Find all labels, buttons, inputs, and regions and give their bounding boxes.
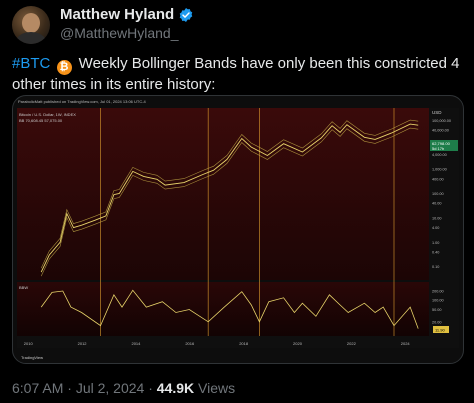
y-tick-label: 10.00: [432, 216, 442, 220]
price-tag-value: 62,798.00: [432, 141, 451, 146]
x-tick-label: 2022: [347, 341, 357, 346]
y-tick-label: 100.00: [432, 192, 444, 196]
y-tick-label: 100,000.00: [432, 119, 451, 123]
verified-badge-icon: [179, 7, 193, 22]
y-tick-label: 40.00: [432, 202, 442, 206]
bbw-tick-label: 100.00: [432, 299, 444, 303]
upper-pane-bg: [17, 108, 429, 280]
hashtag-btc[interactable]: #BTC: [12, 55, 51, 72]
author-name[interactable]: Matthew Hyland: [60, 6, 175, 23]
y-tick-label: 0.10: [432, 265, 439, 269]
bbw-value-text: 11.90: [435, 328, 445, 333]
bbw-tick-label: 50.00: [432, 308, 442, 312]
chart-header: ParabolicMatt published on TradingView.c…: [18, 99, 146, 104]
x-tick-label: 2010: [24, 341, 34, 346]
meta-separator: ·: [144, 380, 157, 396]
symbol-label: Bitcoin / U.S. Dollar, 1W, INDEX: [19, 112, 76, 117]
y-tick-label: 1,000.00: [432, 168, 447, 172]
meta-separator: ·: [63, 380, 76, 396]
x-tick-label: 2020: [293, 341, 303, 346]
x-tick-label: 2016: [185, 341, 195, 346]
author-handle[interactable]: @MatthewHyland_: [60, 25, 179, 41]
tweet-media-chart[interactable]: ParabolicMatt published on TradingView.c…: [12, 95, 464, 364]
views-label: Views: [194, 380, 236, 396]
price-tag-countdown: 5d 17h: [432, 146, 444, 151]
avatar-shirt: [16, 32, 46, 44]
bollinger-upper-band: [40, 119, 419, 269]
lower-pane-bg: [17, 282, 429, 336]
x-tick-label: 2012: [78, 341, 88, 346]
bitcoin-emoji-icon: ₿: [56, 60, 72, 75]
bbw-label: BBW: [19, 285, 28, 290]
y-tick-label: 0.40: [432, 250, 439, 254]
bb-label: BB 70,608.45 57,075.00: [19, 118, 63, 123]
y-tick-label: 40,000.00: [432, 129, 449, 133]
author-name-row[interactable]: Matthew Hyland: [60, 6, 194, 23]
x-tick-label: 2018: [239, 341, 249, 346]
bbw-value-tag: [433, 326, 449, 333]
bbw-tick-label: 200.00: [432, 289, 444, 293]
bbw-line: [40, 289, 419, 329]
views-count: 44.9K: [156, 380, 195, 396]
btc-price-line: [40, 123, 419, 273]
y-tick-label: 400.00: [432, 177, 444, 181]
tweet-body: Weekly Bollinger Bands have only been th…: [12, 55, 460, 93]
tradingview-brand: TradingView: [21, 355, 43, 360]
x-tick-label: 2014: [131, 341, 141, 346]
y-tick-label: 1.00: [432, 241, 439, 245]
price-tag: [430, 140, 458, 151]
y-tick-label: 4,000.00: [432, 153, 447, 157]
tweet-date[interactable]: Jul 2, 2024: [75, 380, 145, 396]
bollinger-lower-band: [40, 127, 419, 277]
x-tick-label: 2024: [401, 341, 411, 346]
avatar-face: [22, 13, 40, 33]
usd-label: USD: [432, 110, 442, 115]
author-avatar[interactable]: [12, 6, 50, 44]
y-tick-label: 4.00: [432, 226, 439, 230]
bitcoin-bollinger-chart: Bitcoin / U.S. Dollar, 1W, INDEX BB 70,6…: [17, 108, 459, 360]
time-axis-bg: [17, 336, 459, 348]
tweet-time[interactable]: 6:07 AM: [12, 380, 64, 396]
bbw-tick-label: 20.00: [432, 320, 442, 324]
tweet-meta: 6:07 AM · Jul 2, 2024 · 44.9K Views: [12, 380, 235, 396]
tweet-text: #BTC ₿ Weekly Bollinger Bands have only …: [12, 54, 464, 95]
